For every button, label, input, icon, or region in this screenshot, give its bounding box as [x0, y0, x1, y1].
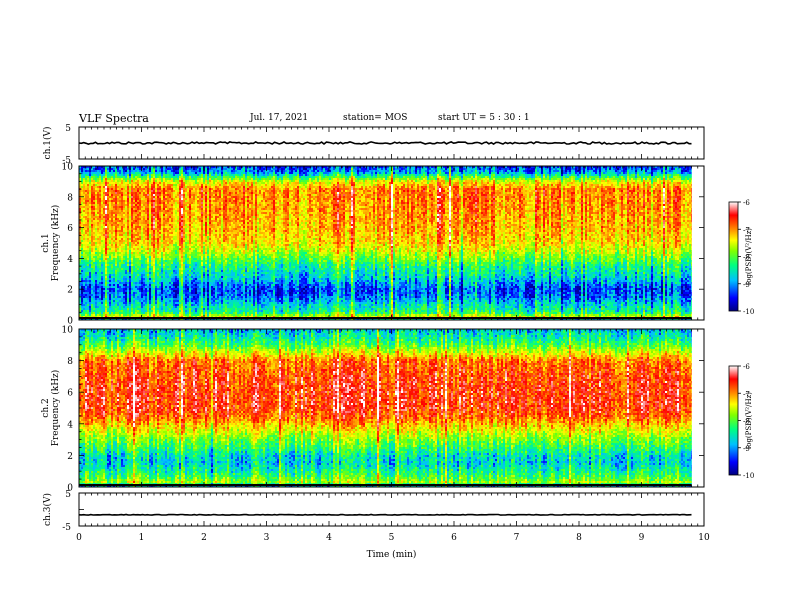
y-tick-label: 5: [65, 490, 71, 500]
y-tick-label: 10: [62, 163, 74, 173]
y-tick-label: 6: [67, 224, 73, 234]
y-tick-label: -5: [62, 523, 71, 533]
colorbar-tick-label: -6: [743, 199, 750, 207]
x-tick-label: 9: [639, 533, 645, 543]
colorbar: [728, 201, 739, 312]
x-tick-label: 4: [326, 533, 332, 543]
waveform-series-line: [78, 140, 692, 146]
x-tick-label: 8: [576, 533, 582, 543]
colorbar-label: log(PSD)(V²/Hz): [745, 392, 753, 449]
x-tick-label: 3: [264, 533, 270, 543]
y-axis-label-channel: ch.2: [41, 398, 51, 417]
x-axis-label: Time (min): [367, 549, 417, 560]
x-tick-label: 0: [76, 533, 82, 543]
y-tick-label: 8: [67, 357, 73, 367]
colorbar-tick-label: -10: [743, 472, 754, 480]
colorbar-tick-label: -6: [743, 363, 750, 371]
y-axis-label-channel: ch.1: [41, 233, 51, 252]
x-tick-label: 1: [139, 533, 145, 543]
colorbar-label: log(PSD)(V²/Hz): [745, 228, 753, 285]
chart-title: VLF Spectra: [79, 112, 149, 125]
waveform-series-line: [78, 513, 692, 516]
colorbar-tick-label: -8: [743, 254, 750, 262]
y-tick-label: 0: [67, 317, 73, 327]
y-axis-label: ch.3(V): [42, 493, 53, 526]
y-axis-label-frequency: Frequency (kHz): [50, 370, 61, 447]
x-tick-label: 7: [514, 533, 520, 543]
colorbar-tick-label: -8: [743, 418, 750, 426]
y-axis-label-frequency: Frequency (kHz): [50, 205, 61, 282]
y-tick-label: -5: [62, 156, 71, 166]
y-tick-label: 6: [67, 389, 73, 399]
station-label: station= MOS: [343, 113, 407, 123]
x-tick-label: 6: [451, 533, 457, 543]
y-tick-label: 5: [65, 124, 71, 134]
colorbar-tick-label: -7: [743, 390, 750, 398]
spectrogram-cells: [79, 166, 692, 321]
y-tick-label: 8: [67, 193, 73, 203]
colorbar-tick-label: -7: [743, 226, 750, 234]
start-time-label: start UT = 5 : 30 : 1: [438, 113, 530, 123]
spectrogram-cells: [79, 329, 692, 488]
colorbar: [728, 365, 739, 476]
colorbar-tick-label: -9: [743, 445, 750, 453]
y-tick-label: 0: [67, 484, 73, 494]
y-tick-label: 2: [67, 452, 73, 462]
y-tick-label: 10: [62, 326, 74, 336]
y-tick-label: 4: [67, 255, 73, 265]
colorbar-tick-label: -9: [743, 281, 750, 289]
x-tick-label: 10: [698, 533, 710, 543]
y-tick-label: 2: [67, 286, 73, 296]
date-label: Jul. 17, 2021: [250, 113, 308, 123]
colorbar-tick-label: -10: [743, 308, 754, 316]
x-tick-label: 2: [201, 533, 207, 543]
x-tick-label: 5: [389, 533, 395, 543]
y-tick-label: 4: [67, 420, 73, 430]
y-axis-label: ch.1(V): [42, 127, 53, 160]
